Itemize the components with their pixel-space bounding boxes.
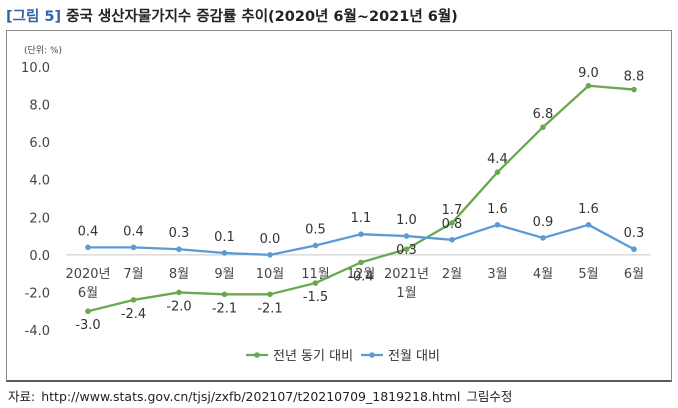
x-tick-label: 2021년 <box>384 267 429 282</box>
data-point-yoy <box>130 297 137 303</box>
data-point-mom <box>631 246 637 253</box>
data-label-mom: 1.1 <box>351 211 372 226</box>
y-tick-label: 8.0 <box>29 99 50 114</box>
data-label-yoy: 4.4 <box>487 152 508 167</box>
data-point-mom <box>85 244 91 251</box>
data-label-yoy: -1.5 <box>303 290 328 305</box>
data-point-mom <box>312 242 319 249</box>
data-point-yoy <box>631 86 637 93</box>
data-point-yoy <box>494 169 501 175</box>
data-label-mom: 1.6 <box>578 202 599 217</box>
legend-marker-mom <box>369 352 375 358</box>
x-tick-label: 6월 <box>78 286 98 301</box>
y-tick-label: -4.0 <box>25 324 50 339</box>
data-point-mom <box>358 231 364 237</box>
data-label-mom: 0.3 <box>169 226 190 241</box>
data-point-yoy <box>267 291 273 298</box>
data-label-mom: 0.8 <box>442 217 463 232</box>
data-point-yoy <box>540 124 546 130</box>
data-point-mom <box>403 233 410 239</box>
data-label-mom: 0.4 <box>78 224 99 239</box>
x-tick-label: 11월 <box>301 267 330 282</box>
data-label-yoy: -2.0 <box>166 299 191 314</box>
figure-title-text: 중국 생산자물가지수 증감률 추이(2020년 6월~2021년 6월) <box>66 9 458 25</box>
x-tick-label: 5월 <box>578 267 598 282</box>
x-tick-label: 4월 <box>533 267 553 282</box>
data-label-yoy: 1.7 <box>442 203 463 218</box>
data-point-mom <box>267 252 273 258</box>
x-tick-label: 2월 <box>442 267 462 282</box>
data-point-mom <box>176 246 182 253</box>
y-tick-label: -2.0 <box>25 286 50 301</box>
data-point-mom <box>540 235 546 241</box>
source-label: 자료: <box>8 389 36 404</box>
data-label-yoy: 6.8 <box>533 107 554 122</box>
legend-marker-yoy <box>254 352 260 358</box>
data-point-yoy <box>176 289 182 296</box>
source-url[interactable]: http://www.stats.gov.cn/tjsj/zxfb/202107… <box>41 389 461 404</box>
chart-frame <box>6 30 672 382</box>
data-point-mom <box>221 250 228 256</box>
data-label-mom: 0.5 <box>305 222 326 237</box>
data-label-yoy: -3.0 <box>75 318 100 333</box>
data-label-mom: 0.0 <box>260 232 281 247</box>
line-chart: (단위: %) 10.0 8.0 6.0 4.0 2.0 0.0 -2.0 -4.0 2020년 6… <box>21 45 651 364</box>
data-label-mom: 1.6 <box>487 202 508 217</box>
x-tick-label: 3월 <box>487 267 507 282</box>
data-point-mom <box>130 244 137 251</box>
legend-label-yoy: 전년 동기 대비 <box>273 349 353 364</box>
data-point-yoy <box>221 291 228 298</box>
data-label-yoy: 8.8 <box>624 70 645 85</box>
source-note: 자료: http://www.stats.gov.cn/tjsj/zxfb/202… <box>8 386 512 405</box>
data-point-yoy <box>358 259 364 266</box>
data-point-mom <box>449 237 455 243</box>
x-tick-label: 9월 <box>214 267 234 282</box>
unit-label: (단위: %) <box>24 45 62 56</box>
data-point-yoy <box>312 280 319 286</box>
data-label-mom: 0.4 <box>123 224 144 239</box>
y-tick-label: 10.0 <box>21 61 50 76</box>
data-label-yoy: -2.1 <box>212 301 237 316</box>
y-tick-label: 2.0 <box>29 211 50 226</box>
x-tick-label: 7월 <box>123 267 143 282</box>
x-tick-label: 8월 <box>169 267 189 282</box>
figure-tag: [그림 5] <box>6 9 62 25</box>
data-label-mom: 0.3 <box>624 226 645 241</box>
data-point-mom <box>494 222 501 228</box>
y-tick-label: 0.0 <box>29 249 50 264</box>
data-point-yoy <box>403 246 410 253</box>
figure-title: [그림 5] 중국 생산자물가지수 증감률 추이(2020년 6월~2021년 … <box>6 5 458 26</box>
data-point-mom <box>585 222 592 228</box>
y-tick-label: 4.0 <box>29 174 50 189</box>
x-tick-label: 12월 <box>347 267 376 282</box>
data-label-yoy: -2.4 <box>121 307 146 322</box>
data-label-mom: 0.1 <box>214 230 235 245</box>
data-point-yoy <box>85 308 91 315</box>
data-label-yoy: -2.1 <box>257 301 282 316</box>
data-point-yoy <box>585 82 592 89</box>
x-tick-label: 1월 <box>396 286 416 301</box>
y-tick-label: 6.0 <box>29 136 50 151</box>
data-label-yoy: 0.3 <box>396 243 417 258</box>
x-tick-label: 10월 <box>256 267 285 282</box>
legend-label-mom: 전월 대비 <box>388 349 440 364</box>
data-label-mom: 1.0 <box>396 213 417 228</box>
x-tick-label: 2020년 <box>65 267 110 282</box>
data-label-mom: 0.9 <box>533 215 554 230</box>
x-tick-label: 6월 <box>624 267 644 282</box>
data-label-yoy: 9.0 <box>578 66 599 81</box>
data-point-yoy <box>449 220 455 226</box>
source-edit-note: 그림수정 <box>466 389 513 404</box>
data-label-yoy: -0.4 <box>348 269 373 284</box>
